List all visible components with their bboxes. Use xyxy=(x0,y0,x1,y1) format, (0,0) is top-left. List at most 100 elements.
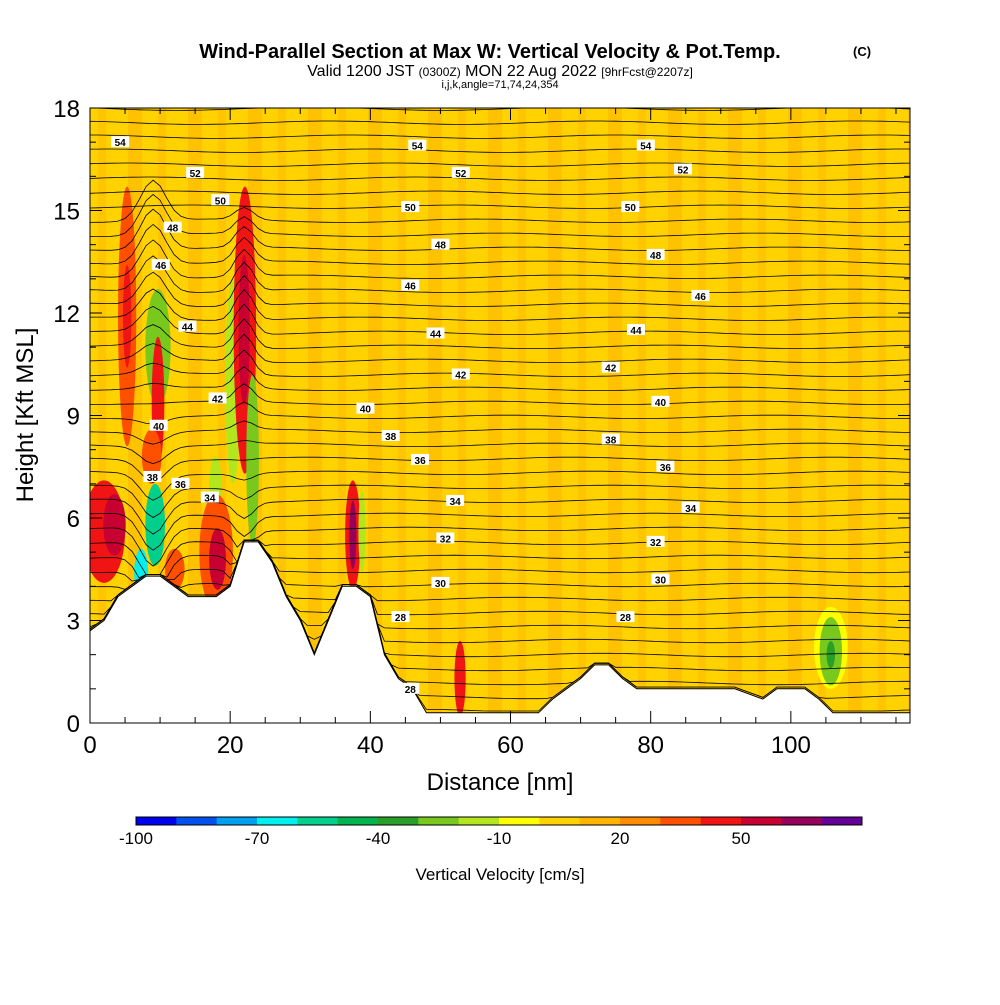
terrain xyxy=(90,541,910,723)
y-tick-label: 6 xyxy=(67,506,80,533)
theta-contour-label: 42 xyxy=(208,392,227,405)
theta-contour-label: 44 xyxy=(626,324,645,337)
theta-contour-line xyxy=(90,383,910,406)
theta-contour-line xyxy=(90,439,910,465)
colorbar-tick-label: -70 xyxy=(245,829,270,848)
colorbar-segment xyxy=(499,817,540,825)
theta-contour-line xyxy=(90,271,910,307)
svg-text:34: 34 xyxy=(204,494,216,505)
svg-text:42: 42 xyxy=(212,394,224,405)
theta-contour-label: 40 xyxy=(651,395,670,409)
y-tick-label: 0 xyxy=(67,711,80,738)
theta-contour-line xyxy=(90,456,910,483)
y-tick-label: 12 xyxy=(53,301,80,328)
theta-contour-label: 50 xyxy=(401,201,420,214)
theta-contour-line xyxy=(90,539,910,575)
title-unit: (C) xyxy=(853,44,871,59)
svg-text:52: 52 xyxy=(190,169,202,180)
colorbar-tick-label: 50 xyxy=(732,829,751,848)
colorbar-segment xyxy=(297,817,339,825)
svg-text:32: 32 xyxy=(650,538,662,549)
svg-text:52: 52 xyxy=(455,169,467,180)
x-tick-label: 100 xyxy=(771,732,811,759)
theta-contour-line xyxy=(90,512,910,551)
theta-contour-line xyxy=(90,190,910,195)
theta-contour-label: 54 xyxy=(408,139,427,153)
theta-contour-label: 36 xyxy=(411,453,430,467)
theta-contour-label: 44 xyxy=(178,320,197,334)
svg-text:46: 46 xyxy=(405,282,417,293)
svg-text:54: 54 xyxy=(640,142,652,153)
colorbar-segment xyxy=(418,817,460,825)
theta-contour-label: 54 xyxy=(111,136,130,149)
svg-text:44: 44 xyxy=(182,323,194,334)
theta-contour-label: 40 xyxy=(356,402,375,416)
svg-text:38: 38 xyxy=(385,432,397,443)
colorbar: -100 -70 -40 -10 20 50 xyxy=(119,816,863,848)
theta-contour-line xyxy=(90,498,910,535)
theta-contour-line xyxy=(90,539,910,602)
theta-contour-line xyxy=(90,539,910,590)
x-tick-label: 60 xyxy=(497,732,524,759)
theta-contour-line xyxy=(90,239,910,279)
theta-contour-label: 46 xyxy=(151,259,170,272)
x-tick-label: 20 xyxy=(217,732,244,759)
colorbar-segment xyxy=(216,817,258,825)
theta-contour-labels: 54 54 54 52 52 52 50 50 50 48 48 48 46 46 46 44 44 44 42 42… xyxy=(111,136,710,696)
theta-contour-label: 52 xyxy=(673,163,692,177)
theta-contour-line xyxy=(90,176,910,181)
theta-contour-line xyxy=(90,539,910,579)
theta-contour-line xyxy=(90,120,910,125)
colorbar-segment xyxy=(257,817,298,825)
velocity-cell-12 xyxy=(209,528,226,590)
velocity-cell-18 xyxy=(349,500,357,570)
svg-text:54: 54 xyxy=(115,138,127,149)
svg-text:34: 34 xyxy=(450,497,462,508)
x-tick-label: 40 xyxy=(357,732,384,759)
theta-contour-label: 38 xyxy=(601,433,620,446)
theta-contour-line xyxy=(90,401,910,425)
y-tick-label: 15 xyxy=(53,199,80,226)
theta-contour-line xyxy=(90,303,910,335)
svg-text:32: 32 xyxy=(440,535,452,546)
chart-title: Wind-Parallel Section at Max W: Vertical… xyxy=(199,41,780,63)
theta-contour-label: 44 xyxy=(426,327,445,341)
svg-text:48: 48 xyxy=(650,251,662,262)
theta-contour-line xyxy=(90,108,910,111)
svg-text:48: 48 xyxy=(167,224,179,235)
velocity-cell-23 xyxy=(826,641,836,669)
velocity-cell-16 xyxy=(246,374,259,546)
theta-contour-line xyxy=(90,223,910,265)
svg-text:50: 50 xyxy=(215,196,227,207)
colorbar-segment xyxy=(458,817,500,825)
svg-text:30: 30 xyxy=(655,576,667,587)
svg-text:46: 46 xyxy=(695,292,707,303)
svg-text:40: 40 xyxy=(360,405,372,416)
theta-contour-line xyxy=(90,366,910,392)
theta-contour-label: 46 xyxy=(401,279,420,293)
colorbar-segment xyxy=(620,817,661,825)
colorbar-segment xyxy=(741,817,782,825)
indices-line: i,j,k,angle=71,74,24,354 xyxy=(441,79,558,91)
theta-contour-label: 48 xyxy=(163,221,182,235)
theta-contour-line xyxy=(90,204,910,209)
theta-contour-label: 52 xyxy=(186,166,205,180)
theta-contour-label: 40 xyxy=(149,419,168,433)
theta-contour-line xyxy=(90,333,910,363)
theta-contour-label: 54 xyxy=(636,139,655,153)
colorbar-tick-label: 20 xyxy=(611,829,630,848)
theta-contour-line xyxy=(90,470,910,501)
theta-contour-line xyxy=(90,318,910,349)
svg-text:52: 52 xyxy=(677,166,689,177)
theta-contour-label: 28 xyxy=(616,611,635,624)
y-tick-label: 9 xyxy=(67,404,80,431)
svg-text:34: 34 xyxy=(685,504,697,515)
svg-text:50: 50 xyxy=(405,203,417,214)
svg-text:28: 28 xyxy=(395,613,407,624)
theta-contour-label: 48 xyxy=(431,238,450,252)
theta-contour-line xyxy=(90,255,910,293)
svg-text:40: 40 xyxy=(655,398,667,409)
theta-contour-line xyxy=(90,526,910,567)
svg-text:50: 50 xyxy=(625,203,637,214)
